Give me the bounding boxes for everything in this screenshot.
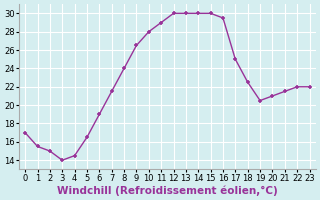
X-axis label: Windchill (Refroidissement éolien,°C): Windchill (Refroidissement éolien,°C) [57,185,278,196]
